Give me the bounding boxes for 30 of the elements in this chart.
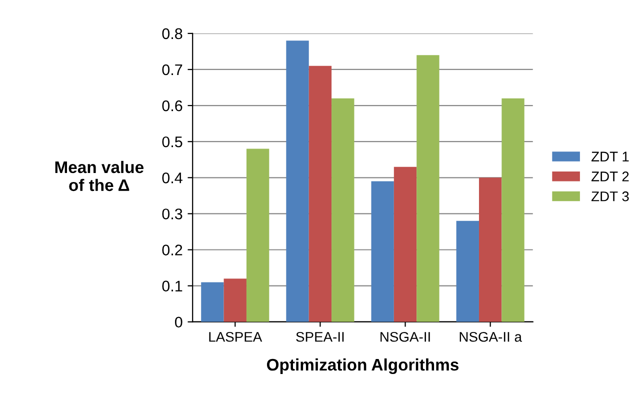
bar [456,220,479,322]
bar [478,178,502,322]
bar [394,166,417,322]
bar [201,282,224,322]
bar [332,98,354,322]
y-tick-label: 0.6 [162,100,182,112]
x-tick-label: NSGA-II a [460,332,522,342]
x-tick-label: LASPEA [209,332,262,342]
bar [286,40,309,322]
y-tick-label: 0.5 [162,136,182,148]
y-tick-label: 0.7 [162,64,182,76]
y-tick-label: 0 [174,316,182,328]
y-tick-label: 0.2 [162,244,182,256]
bar [308,66,332,322]
y-tick-label: 0.3 [162,208,182,220]
legend-label: ZDT 2 [591,172,629,182]
bar [371,181,394,322]
bar [502,98,524,322]
bar [224,278,246,322]
bar [416,55,440,322]
x-axis-title: Optimization Algorithms [266,358,458,374]
legend-label: ZDT 3 [591,191,629,202]
y-axis-title: Mean value of the Δ [55,160,144,192]
y-tick-label: 0.1 [162,280,182,292]
y-tick-label: 0.8 [162,28,182,40]
x-tick-label: SPEA-II [296,332,344,342]
legend-label: ZDT 1 [591,152,629,162]
x-tick-label: NSGA-II [380,332,430,342]
y-tick-label: 0.4 [162,172,182,184]
bar [246,148,270,322]
